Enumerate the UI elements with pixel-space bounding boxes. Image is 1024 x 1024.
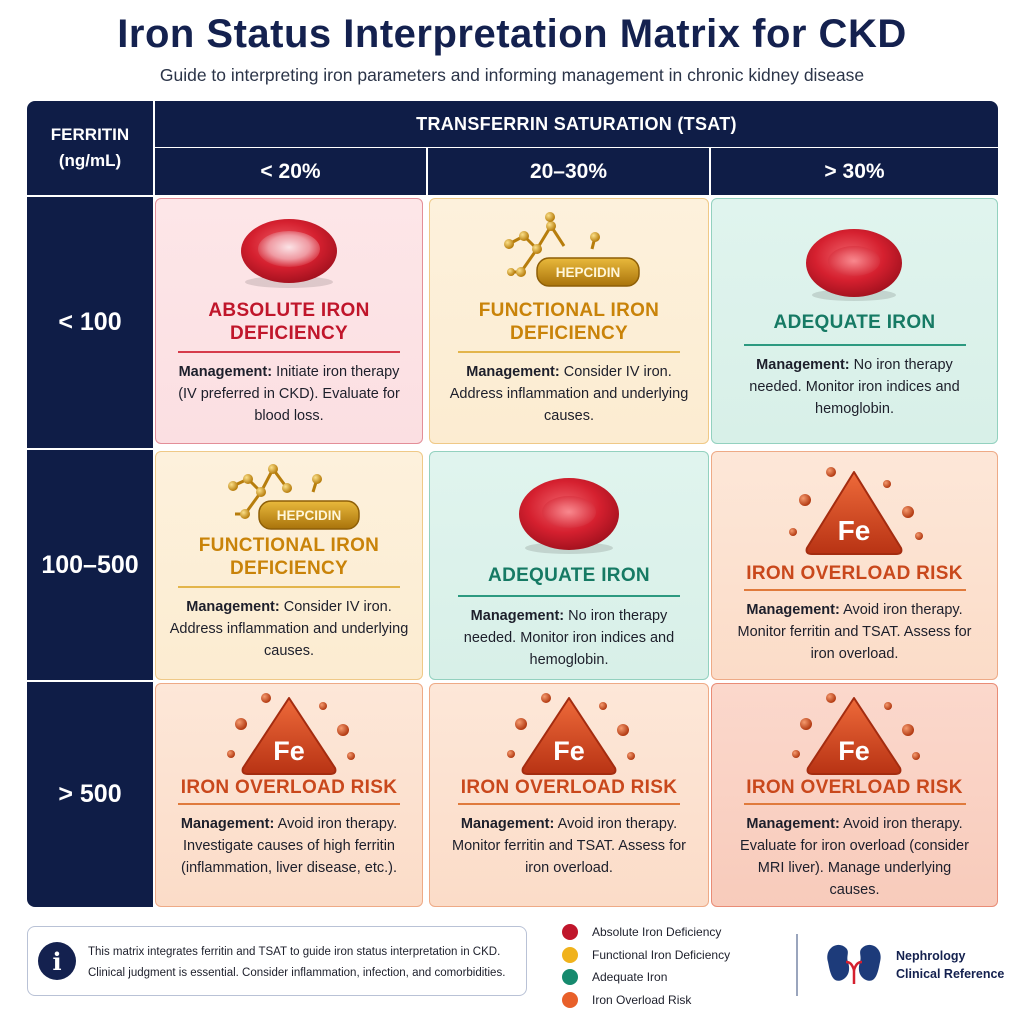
cell-iron-overload-risk: Fe IRON OVERLOAD RISK Management: Avoid … xyxy=(155,683,423,907)
cell-title: ABSOLUTE IRON DEFICIENCY xyxy=(208,300,370,344)
iron-fe-warning-icon: Fe xyxy=(711,452,998,562)
divider xyxy=(743,589,966,591)
ferritin-header-label: FERRITIN xyxy=(50,125,130,144)
legend: Absolute Iron Deficiency Functional Iron… xyxy=(562,921,782,1011)
divider xyxy=(178,586,400,588)
legend-item-functional: Functional Iron Deficiency xyxy=(562,944,782,967)
footer-divider xyxy=(796,934,798,996)
red-blood-cell-icon xyxy=(711,199,998,311)
cell-iron-overload-risk: Fe IRON OVERLOAD RISK Management: Avoid … xyxy=(711,683,998,907)
cell-absolute-iron-deficiency: ABSOLUTE IRON DEFICIENCY Management: Ini… xyxy=(155,198,423,444)
fe-label: Fe xyxy=(273,736,305,766)
cell-iron-overload-risk: Fe IRON OVERLOAD RISK Management: Avoid … xyxy=(711,451,998,680)
kidney-icon xyxy=(822,940,886,984)
row-divider xyxy=(27,448,153,450)
cell-adequate-iron: ADEQUATE IRON Management: No iron therap… xyxy=(429,451,709,680)
legend-dot xyxy=(562,924,578,941)
cell-title: IRON OVERLOAD RISK xyxy=(180,777,398,798)
tsat-header: TRANSFERRIN SATURATION (TSAT) xyxy=(155,101,998,147)
pale-red-blood-cell-icon xyxy=(155,199,423,299)
management-text: Management: Avoid iron therapy. Monitor … xyxy=(452,816,686,876)
fe-label: Fe xyxy=(838,515,871,546)
management-text: Management: Consider IV iron. Address in… xyxy=(169,599,409,659)
row-header-low: < 100 xyxy=(27,197,153,448)
hepcidin-label: HEPCIDIN xyxy=(277,508,342,523)
column-header-mid: 20–30% xyxy=(428,148,709,195)
legend-item-overload: Iron Overload Risk xyxy=(562,989,782,1012)
fe-label: Fe xyxy=(838,736,870,766)
ferritin-header-unit: (ng/mL) xyxy=(58,151,122,170)
legend-dot xyxy=(562,946,578,963)
cell-adequate-iron: ADEQUATE IRON Management: No iron therap… xyxy=(711,198,998,444)
legend-label: Iron Overload Risk xyxy=(592,992,692,1007)
iron-fe-warning-icon: Fe xyxy=(155,684,423,776)
cell-title: IRON OVERLOAD RISK xyxy=(746,777,963,798)
row-header-mid: 100–500 xyxy=(27,450,153,680)
legend-item-adequate: Adequate Iron xyxy=(562,966,782,989)
column-header-low: < 20% xyxy=(155,148,426,195)
cell-title: IRON OVERLOAD RISK xyxy=(460,777,678,798)
cell-title: FUNCTIONAL IRON DEFICIENCY xyxy=(478,300,660,344)
management-text: Management: Avoid iron therapy. Investig… xyxy=(180,816,398,876)
row-divider xyxy=(27,680,153,682)
iron-fe-warning-icon: Fe xyxy=(429,684,709,776)
divider xyxy=(743,344,966,346)
management-text: Management: No iron therapy needed. Moni… xyxy=(463,608,675,668)
legend-label: Functional Iron Deficiency xyxy=(592,947,731,962)
legend-item-absolute: Absolute Iron Deficiency xyxy=(562,921,782,944)
hepcidin-molecule-icon: HEPCIDIN xyxy=(155,452,423,534)
divider xyxy=(458,351,680,353)
info-text: This matrix integrates ferritin and TSAT… xyxy=(88,942,518,984)
management-text: Management: Avoid iron therapy. Evaluate… xyxy=(740,816,969,898)
column-header-high: > 30% xyxy=(711,148,998,195)
cell-functional-iron-deficiency: HEPCIDIN FUNCTIONAL IRON DEFICIENCY Mana… xyxy=(429,198,709,444)
brand-line: Nephrology xyxy=(896,949,966,963)
hepcidin-label: HEPCIDIN xyxy=(556,265,621,280)
info-box: i This matrix integrates ferritin and TS… xyxy=(27,926,527,996)
info-icon: i xyxy=(38,942,76,980)
cell-title: FUNCTIONAL IRON DEFICIENCY xyxy=(198,535,380,579)
management-text: Management: Initiate iron therapy (IV pr… xyxy=(178,364,400,424)
legend-dot xyxy=(562,969,578,986)
divider xyxy=(743,803,966,805)
iron-fe-warning-icon: Fe xyxy=(711,684,998,776)
legend-label: Adequate Iron xyxy=(592,970,668,985)
management-text: Management: Consider IV iron. Address in… xyxy=(449,364,689,424)
page-subtitle: Guide to interpreting iron parameters an… xyxy=(159,65,865,85)
red-blood-cell-icon xyxy=(429,452,709,564)
divider xyxy=(458,595,680,597)
legend-dot xyxy=(562,991,578,1008)
fe-label: Fe xyxy=(553,736,585,766)
info-line: Clinical judgment is essential. Consider… xyxy=(88,967,506,979)
management-text: Management: Avoid iron therapy. Monitor … xyxy=(737,602,972,662)
divider xyxy=(178,351,400,353)
cell-title: IRON OVERLOAD RISK xyxy=(746,563,963,584)
row-header-high: > 500 xyxy=(58,780,122,808)
divider xyxy=(178,803,400,805)
page-title: Iron Status Interpretation Matrix for CK… xyxy=(117,12,907,56)
ferritin-header: FERRITIN (ng/mL) xyxy=(27,101,153,195)
management-text: Management: No iron therapy needed. Moni… xyxy=(749,357,960,417)
cell-iron-overload-risk: Fe IRON OVERLOAD RISK Management: Avoid … xyxy=(429,683,709,907)
divider xyxy=(458,803,680,805)
legend-label: Absolute Iron Deficiency xyxy=(592,925,722,940)
cell-title: ADEQUATE IRON xyxy=(488,565,650,586)
info-line: This matrix integrates ferritin and TSAT… xyxy=(88,946,501,958)
brand-text: Nephrology Clinical Reference xyxy=(896,947,1004,983)
cell-functional-iron-deficiency: HEPCIDIN FUNCTIONAL IRON DEFICIENCY Mana… xyxy=(155,451,423,680)
brand-line: Clinical Reference xyxy=(896,967,1005,981)
cell-title: ADEQUATE IRON xyxy=(773,312,936,333)
hepcidin-molecule-icon: HEPCIDIN xyxy=(429,199,709,299)
